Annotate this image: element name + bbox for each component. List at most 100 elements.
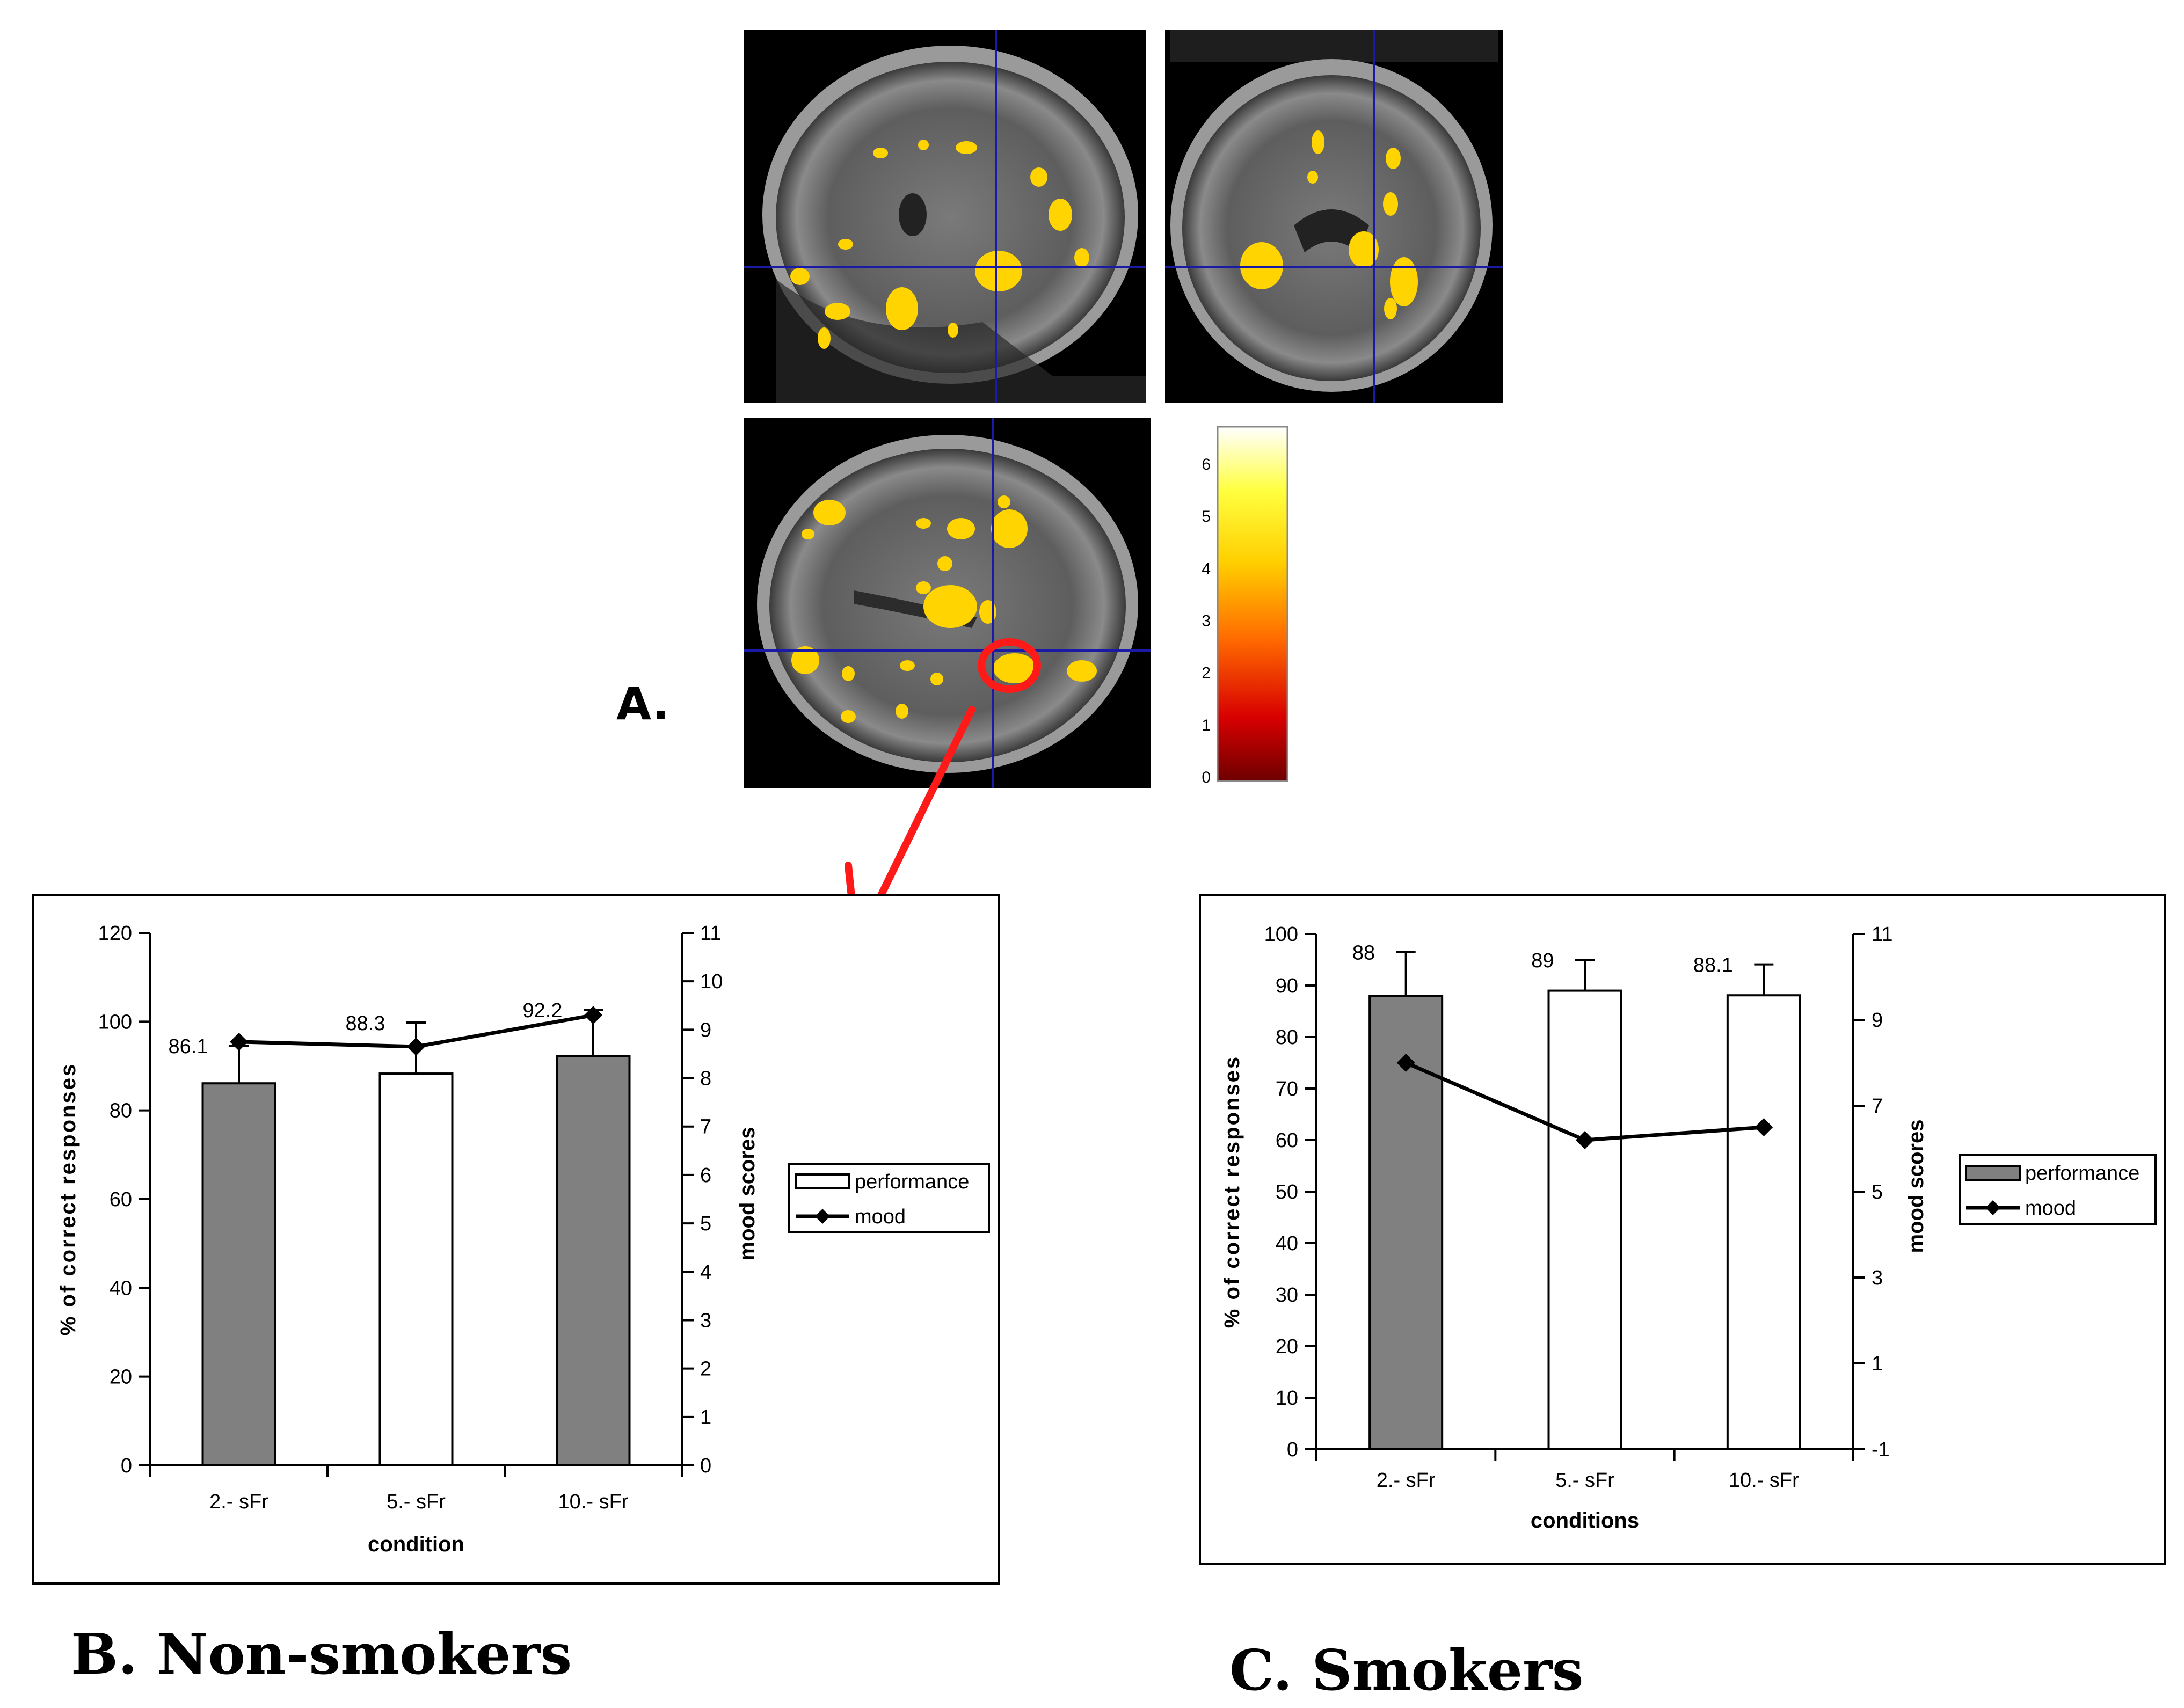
activation-blobs <box>1240 130 1418 319</box>
legend-swatch-performance <box>795 1173 850 1189</box>
legend: performance mood <box>788 1163 990 1233</box>
colorbar-tick-label: 6 <box>1202 456 1211 473</box>
y-tick-label: 60 <box>1276 1129 1298 1152</box>
x-axis-label: condition <box>368 1532 464 1556</box>
bar <box>1726 994 1801 1450</box>
chart-frame <box>1199 894 2166 1565</box>
legend-marker-mood <box>815 1209 830 1224</box>
y2-tick-label: 3 <box>1872 1267 1883 1289</box>
y2-tick-label: -1 <box>1872 1439 1890 1461</box>
y-axis-label: % of correct responses <box>56 1063 80 1335</box>
y-tick-label: 40 <box>1276 1232 1298 1255</box>
y2-tick-label: 3 <box>700 1309 711 1332</box>
panel-a-label: A. <box>616 677 669 730</box>
colorbar-tick-label: 5 <box>1202 508 1211 525</box>
y2-tick-label: 8 <box>700 1068 711 1090</box>
x-tick-label: 10.- sFr <box>1729 1469 1799 1492</box>
legend-label-mood: mood <box>2025 1197 2076 1220</box>
y-tick-label: 20 <box>110 1366 132 1389</box>
y2-tick-label: 5 <box>1872 1181 1883 1203</box>
y2-tick-label: 9 <box>1872 1009 1883 1032</box>
y2-tick-label: 2 <box>700 1358 711 1381</box>
bar-value-label: 88.3 <box>346 1012 385 1035</box>
x-tick-label: 2.- sFr <box>209 1491 268 1513</box>
y-tick-label: 40 <box>110 1277 132 1300</box>
y-tick-label: 80 <box>110 1100 132 1122</box>
chart-non-smokers: 0 20 40 60 80 100 120 2.- sFr 5.- sFr 10.- sFr 0 1 2… <box>32 894 1000 1585</box>
panel-b-label: B. Non-smokers <box>71 1621 572 1687</box>
legend-swatch-performance <box>1965 1165 2021 1181</box>
y-axis-label: % of correct responses <box>1220 1055 1244 1328</box>
y2-tick-label: 4 <box>700 1261 711 1283</box>
colorbar-tick-label: 2 <box>1202 665 1211 682</box>
y2-tick-label: 7 <box>1872 1095 1883 1118</box>
region-highlight-circle <box>978 638 1041 693</box>
mood-point <box>230 1032 248 1051</box>
x-tick-label: 2.- sFr <box>1377 1469 1436 1492</box>
y2-axis-label: mood scores <box>736 1127 759 1261</box>
y2-tick-label: 9 <box>700 1019 711 1041</box>
mood-point <box>1396 1054 1415 1072</box>
colorbar: 0 1 2 3 4 5 6 <box>1202 426 1288 786</box>
colorbar-tick-label: 3 <box>1202 612 1211 630</box>
x-axis-label: conditions <box>1531 1509 1639 1532</box>
panel-c-label: C. Smokers <box>1229 1637 1584 1703</box>
coronal-slice <box>1165 30 1503 403</box>
x-tick-label: 5.- sFr <box>387 1491 446 1513</box>
y-tick-label: 70 <box>1276 1078 1298 1100</box>
bar <box>556 1055 631 1466</box>
bar <box>378 1072 454 1466</box>
activation-blobs <box>791 495 1097 723</box>
y-tick-label: 120 <box>98 922 132 945</box>
legend-label-performance: performance <box>855 1171 969 1193</box>
colorbar-tick-label: 4 <box>1202 560 1211 578</box>
y2-tick-label: 10 <box>700 970 723 993</box>
y-tick-label: 30 <box>1276 1284 1298 1306</box>
mood-point <box>1755 1118 1773 1136</box>
legend-label-mood: mood <box>855 1206 906 1228</box>
bar-value-label: 86.1 <box>169 1035 208 1058</box>
x-tick-label: 10.- sFr <box>558 1491 629 1513</box>
y2-tick-label: 1 <box>1872 1353 1883 1375</box>
y-tick-label: 60 <box>110 1188 132 1211</box>
mood-point <box>584 1006 602 1025</box>
y-tick-label: 50 <box>1276 1181 1298 1203</box>
y2-tick-label: 5 <box>700 1213 711 1235</box>
bar-value-label: 89 <box>1531 950 1554 972</box>
y-tick-label: 20 <box>1276 1335 1298 1358</box>
y2-tick-label: 11 <box>1872 923 1892 946</box>
axial-slice <box>744 418 1151 788</box>
legend: performance mood <box>1959 1154 2157 1225</box>
bar <box>201 1082 276 1466</box>
y-tick-label: 10 <box>1276 1387 1298 1410</box>
chart-frame <box>32 894 1000 1585</box>
bar-value-label: 92.2 <box>523 999 563 1022</box>
legend-label-performance: performance <box>2025 1162 2139 1185</box>
y-tick-label: 90 <box>1276 975 1298 997</box>
y2-tick-label: 7 <box>700 1116 711 1138</box>
y-tick-label: 80 <box>1276 1026 1298 1049</box>
y2-tick-label: 6 <box>700 1164 711 1187</box>
colorbar-tick-label: 0 <box>1202 769 1211 786</box>
y2-tick-label: 11 <box>700 922 721 945</box>
y-tick-label: 0 <box>121 1455 132 1477</box>
y2-tick-label: 0 <box>700 1455 711 1477</box>
chart-smokers: 0 10 20 30 40 50 60 70 80 90 100 2.- sFr 5.- sFr 10.-… <box>1199 894 2166 1565</box>
x-tick-label: 5.- sFr <box>1555 1469 1614 1492</box>
bar <box>1547 989 1622 1450</box>
sagittal-slice <box>744 30 1146 403</box>
bar-value-label: 88 <box>1352 942 1375 965</box>
y2-tick-label: 1 <box>700 1406 711 1429</box>
y-tick-label: 0 <box>1287 1439 1298 1461</box>
activation-blobs <box>790 140 1089 349</box>
colorbar-tick-label: 1 <box>1202 717 1211 734</box>
y-tick-label: 100 <box>1264 923 1298 946</box>
mood-point <box>407 1037 425 1056</box>
bar-value-label: 88.1 <box>1693 954 1733 977</box>
y-tick-label: 100 <box>98 1011 132 1033</box>
y2-axis-label: mood scores <box>1904 1120 1928 1253</box>
legend-marker-mood <box>1985 1200 2000 1215</box>
mood-point <box>1576 1131 1594 1149</box>
colorbar-ticks: 0 1 2 3 4 5 6 <box>1202 456 1211 786</box>
